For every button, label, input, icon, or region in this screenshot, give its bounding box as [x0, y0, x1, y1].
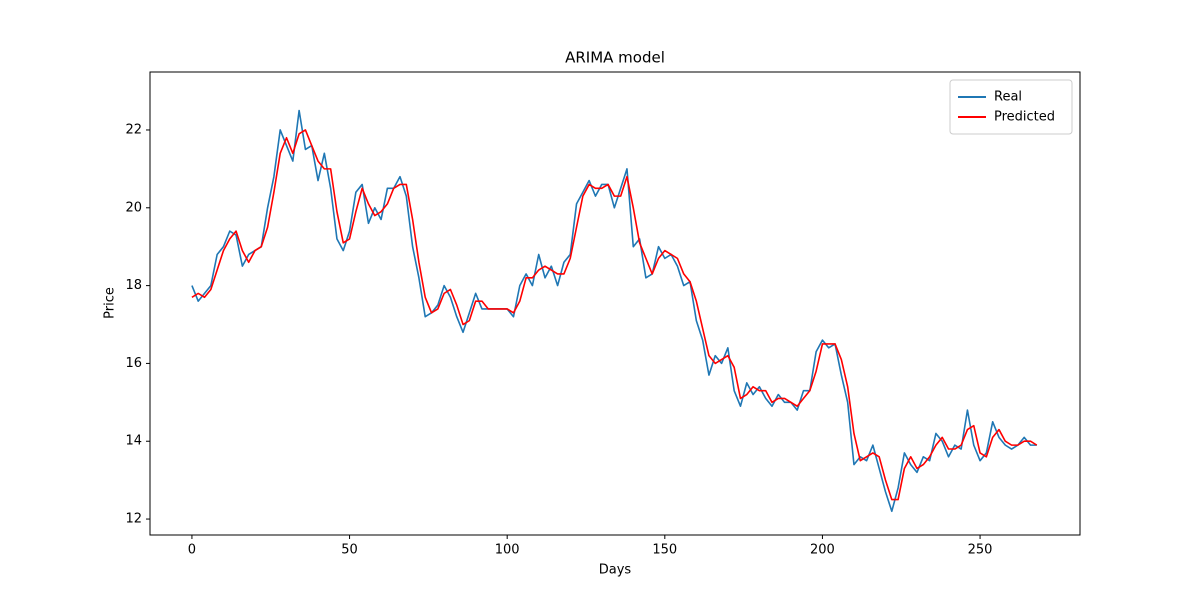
series-line [191, 129, 1038, 501]
x-tick-label: 150 [652, 543, 677, 558]
x-tick-label: 200 [810, 543, 835, 558]
y-tick-label: 16 [125, 356, 142, 371]
y-axis-label: Price [103, 287, 118, 319]
x-tick-label: 50 [341, 543, 358, 558]
chart-title: ARIMA model [565, 49, 665, 67]
plot-frame [149, 71, 1081, 536]
legend-label: Real [994, 90, 1022, 105]
y-tick-label: 14 [125, 434, 142, 449]
series-line [191, 109, 1037, 513]
legend-label: Predicted [994, 110, 1055, 125]
x-tick-label: 250 [968, 543, 993, 558]
y-tick-label: 12 [125, 512, 142, 527]
y-tick-label: 20 [125, 200, 142, 215]
y-tick-label: 22 [125, 122, 142, 137]
x-axis-label: Days [599, 563, 632, 578]
x-tick-label: 100 [495, 543, 520, 558]
x-tick-label: 0 [188, 543, 196, 558]
y-tick-label: 18 [125, 278, 142, 293]
legend-frame [949, 79, 1073, 135]
